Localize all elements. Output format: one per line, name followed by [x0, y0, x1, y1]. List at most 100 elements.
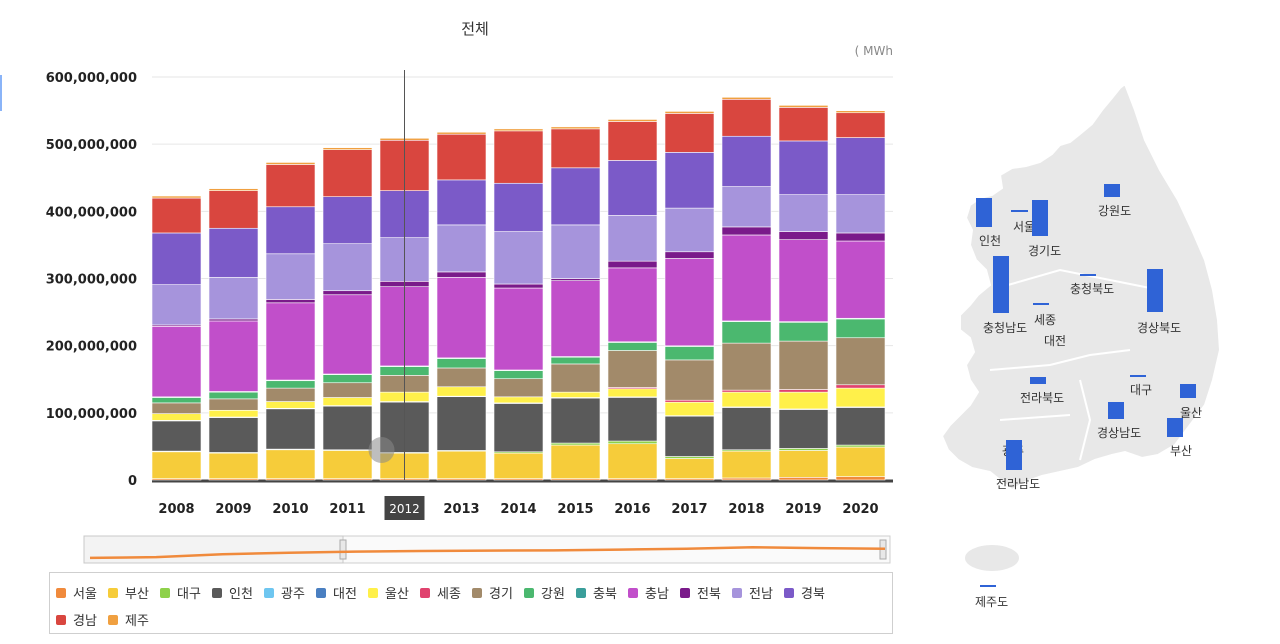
bar-segment-2016-14[interactable] [607, 160, 658, 216]
bar-segment-2009-13[interactable] [208, 276, 259, 320]
bar-segment-2009-3[interactable] [208, 417, 259, 453]
bar-segment-2009-15[interactable] [208, 190, 259, 229]
bar-segment-2013-13[interactable] [436, 224, 487, 273]
bar-segment-2013-15[interactable] [436, 133, 487, 181]
bar-segment-2016-13[interactable] [607, 215, 658, 262]
bar-segment-2017-16[interactable] [664, 111, 715, 114]
legend-item[interactable]: 전북 [680, 583, 732, 602]
bar-segment-2009-14[interactable] [208, 227, 259, 278]
bar-segment-2014-15[interactable] [493, 130, 544, 184]
bar-segment-2011-1[interactable] [322, 450, 373, 479]
bar-segment-2017-14[interactable] [664, 152, 715, 209]
bar-segment-2011-15[interactable] [322, 149, 373, 197]
bar-segment-2014-9[interactable] [493, 370, 544, 380]
bar-segment-2016-3[interactable] [607, 397, 658, 442]
legend-item[interactable]: 경북 [784, 583, 836, 602]
bar-segment-2019-8[interactable] [778, 340, 829, 390]
bar-segment-2019-1[interactable] [778, 450, 829, 478]
bar-segment-2019-14[interactable] [778, 140, 829, 195]
bar-segment-2019-7[interactable] [778, 389, 829, 393]
bar-segment-2010-6[interactable] [265, 401, 316, 409]
bar-segment-2014-6[interactable] [493, 396, 544, 404]
bar-segment-2013-3[interactable] [436, 396, 487, 451]
bar-segment-2020-14[interactable] [835, 137, 886, 195]
bar-segment-2016-11[interactable] [607, 267, 658, 343]
bar-segment-2018-11[interactable] [721, 234, 772, 322]
bar-segment-2016-9[interactable] [607, 342, 658, 351]
bar-segment-2015-16[interactable] [550, 126, 601, 130]
bar-segment-2017-1[interactable] [664, 458, 715, 479]
bar-segment-2015-8[interactable] [550, 363, 601, 393]
bar-segment-2015-1[interactable] [550, 444, 601, 479]
bar-segment-2018-13[interactable] [721, 186, 772, 228]
bar-segment-2020-16[interactable] [835, 110, 886, 114]
bar-segment-2011-8[interactable] [322, 382, 373, 398]
bar-segment-2013-6[interactable] [436, 386, 487, 397]
legend-item[interactable]: 부산 [108, 583, 160, 602]
bar-segment-2010-3[interactable] [265, 408, 316, 450]
bar-segment-2014-11[interactable] [493, 287, 544, 371]
bar-segment-2019-3[interactable] [778, 409, 829, 449]
bar-segment-2017-3[interactable] [664, 415, 715, 457]
legend-item[interactable]: 전남 [732, 583, 784, 602]
bar-segment-2010-11[interactable] [265, 302, 316, 381]
bar-segment-2011-14[interactable] [322, 196, 373, 245]
bar-segment-2018-7[interactable] [721, 389, 772, 393]
bar-segment-2019-9[interactable] [778, 321, 829, 342]
bar-segment-2008-9[interactable] [151, 397, 202, 404]
bar-segment-2008-6[interactable] [151, 413, 202, 421]
bar-segment-2015-15[interactable] [550, 128, 601, 169]
bar-segment-2011-9[interactable] [322, 374, 373, 384]
bar-segment-2017-7[interactable] [664, 399, 715, 403]
bar-segment-2020-9[interactable] [835, 318, 886, 339]
legend-item[interactable]: 경기 [472, 583, 524, 602]
bar-segment-2011-12[interactable] [322, 290, 373, 296]
bar-segment-2011-13[interactable] [322, 243, 373, 292]
legend-item[interactable]: 세종 [420, 583, 472, 602]
bar-segment-2013-16[interactable] [436, 131, 487, 135]
bar-segment-2010-15[interactable] [265, 164, 316, 208]
legend-item[interactable]: 충북 [576, 583, 628, 602]
bar-segment-2008-8[interactable] [151, 402, 202, 414]
bar-segment-2009-9[interactable] [208, 391, 259, 400]
bar-segment-2008-3[interactable] [151, 420, 202, 452]
legend-item[interactable]: 경남 [56, 610, 108, 629]
bar-segment-2018-0[interactable] [721, 477, 772, 481]
bar-segment-2009-1[interactable] [208, 452, 259, 479]
bar-segment-2018-15[interactable] [721, 98, 772, 137]
bar-segment-2020-3[interactable] [835, 407, 886, 446]
bar-segment-2009-16[interactable] [208, 188, 259, 191]
bar-segment-2010-14[interactable] [265, 206, 316, 255]
bar-segment-2013-14[interactable] [436, 179, 487, 226]
bar-segment-2015-2[interactable] [550, 442, 601, 446]
bar-segment-2018-12[interactable] [721, 226, 772, 236]
bar-segment-2019-13[interactable] [778, 194, 829, 232]
bar-segment-2014-8[interactable] [493, 378, 544, 398]
bar-segment-2016-15[interactable] [607, 121, 658, 161]
bar-segment-2016-6[interactable] [607, 388, 658, 398]
bar-segment-2020-13[interactable] [835, 194, 886, 234]
bar-segment-2008-1[interactable] [151, 451, 202, 479]
bar-segment-2015-14[interactable] [550, 167, 601, 226]
bar-segment-2016-1[interactable] [607, 443, 658, 479]
bar-segment-2013-8[interactable] [436, 367, 487, 388]
bar-segment-2010-16[interactable] [265, 162, 316, 165]
bar-segment-2020-11[interactable] [835, 240, 886, 319]
bar-segment-2010-8[interactable] [265, 387, 316, 402]
bar-segment-2014-1[interactable] [493, 452, 544, 479]
bar-segment-2017-2[interactable] [664, 456, 715, 459]
bar-segment-2015-9[interactable] [550, 356, 601, 365]
bar-segment-2016-8[interactable] [607, 350, 658, 388]
bar-segment-2010-12[interactable] [265, 299, 316, 304]
bar-segment-2016-12[interactable] [607, 260, 658, 269]
legend-item[interactable]: 인천 [212, 583, 264, 602]
bar-segment-2013-11[interactable] [436, 276, 487, 359]
navigator[interactable] [83, 535, 891, 564]
bar-segment-2009-6[interactable] [208, 409, 259, 418]
bar-segment-2020-2[interactable] [835, 444, 886, 448]
bar-segment-2017-6[interactable] [664, 401, 715, 416]
bar-segment-2020-8[interactable] [835, 337, 886, 386]
bar-segment-2010-9[interactable] [265, 380, 316, 389]
legend-item[interactable]: 서울 [56, 583, 108, 602]
bar-segment-2008-15[interactable] [151, 197, 202, 234]
